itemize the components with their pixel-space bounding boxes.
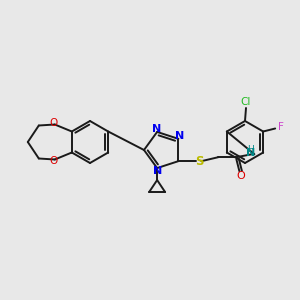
Text: N: N [175,131,184,141]
Text: O: O [50,118,58,128]
Text: N: N [152,124,161,134]
Text: H: H [247,145,254,154]
Text: S: S [195,155,204,168]
Text: Cl: Cl [241,97,251,107]
Text: N: N [152,166,162,176]
Text: O: O [50,155,58,166]
Text: F: F [278,122,284,133]
Text: O: O [236,171,245,181]
Text: N: N [246,148,255,158]
